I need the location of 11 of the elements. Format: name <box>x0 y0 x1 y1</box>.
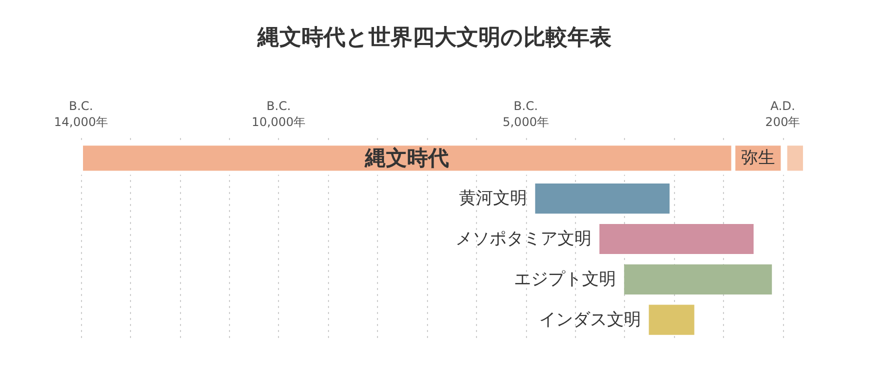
x-tick-label: B.C. 5,000年 <box>502 99 549 129</box>
series-label: 縄文時代 <box>364 146 450 170</box>
chart-title: 縄文時代と世界四大文明の比較年表 <box>256 24 612 50</box>
series-label: 黄河文明 <box>459 188 528 209</box>
series-label: インダス文明 <box>538 310 641 330</box>
series-label: メソポタミア文明 <box>455 229 592 249</box>
series-label: エジプト文明 <box>514 269 616 290</box>
x-tick-label: B.C. 10,000年 <box>252 99 306 129</box>
x-tick-label: A.D. 200年 <box>765 99 800 129</box>
x-tick-label: B.C. 14,000年 <box>54 99 108 129</box>
series-label: 弥生 <box>741 148 776 168</box>
